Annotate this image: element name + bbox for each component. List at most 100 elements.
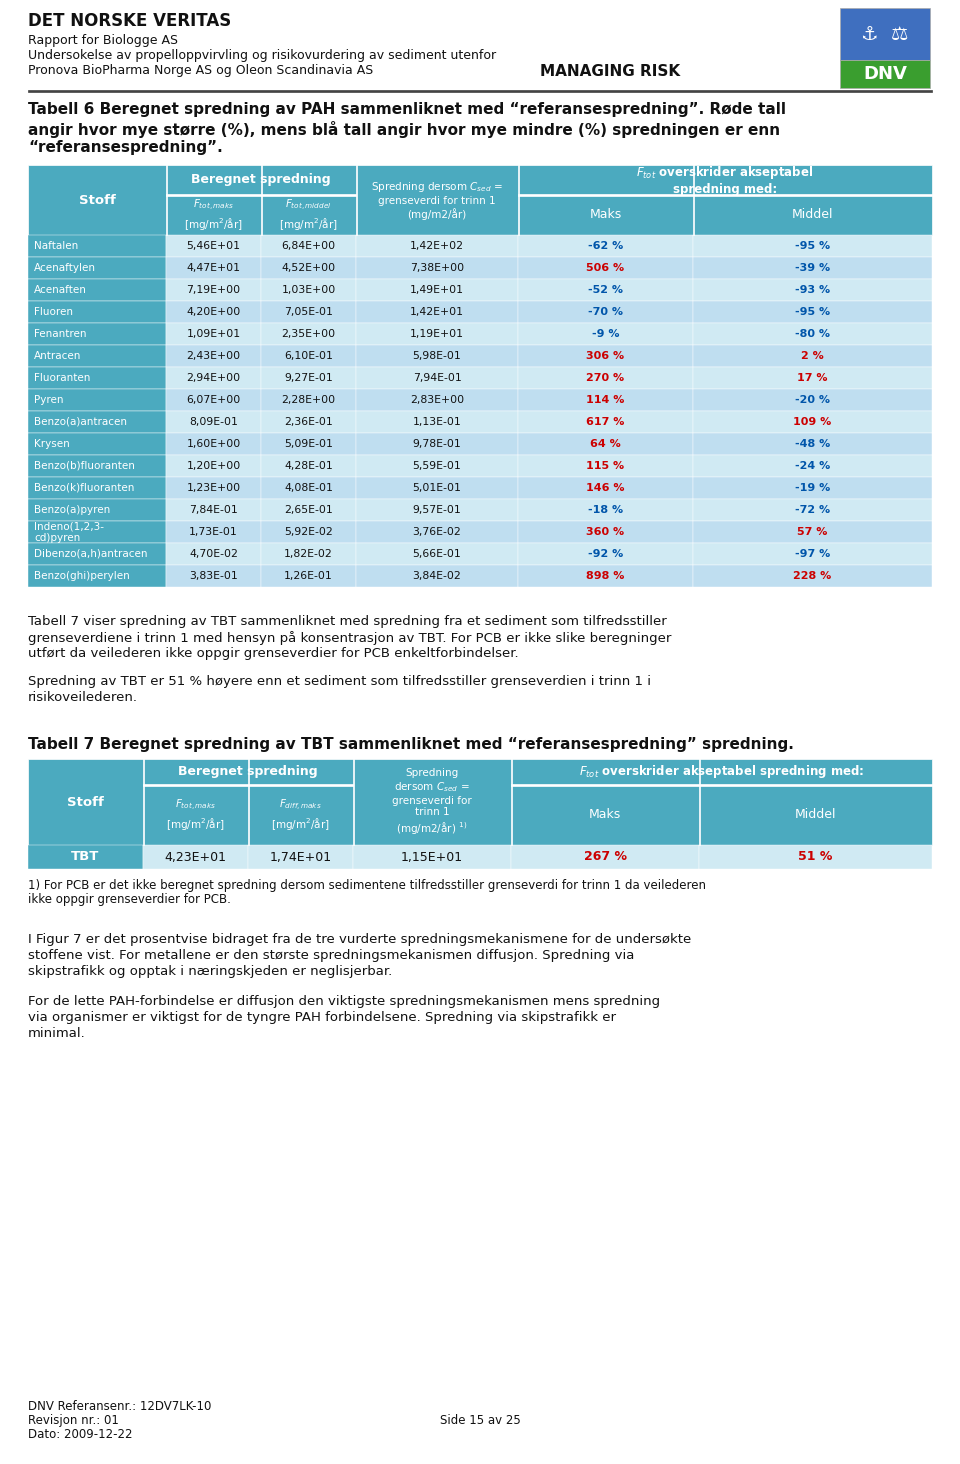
Bar <box>518 455 693 477</box>
Text: -52 %: -52 % <box>588 285 623 296</box>
Text: 5,98E-01: 5,98E-01 <box>413 351 462 362</box>
Text: risikoveilederen.: risikoveilederen. <box>28 691 138 704</box>
Text: 270 %: 270 % <box>587 373 625 384</box>
Bar <box>28 302 166 324</box>
Text: grenseverdiene i trinn 1 med hensyn på konsentrasjon av TBT. For PCB er ikke sli: grenseverdiene i trinn 1 med hensyn på k… <box>28 631 671 646</box>
Bar <box>356 302 518 324</box>
Bar <box>166 302 261 324</box>
Text: Stoff: Stoff <box>79 193 115 206</box>
Bar <box>261 499 356 521</box>
Bar <box>28 258 166 280</box>
Text: 5,92E-02: 5,92E-02 <box>284 527 333 537</box>
Text: minimal.: minimal. <box>28 1028 85 1039</box>
Bar <box>518 302 693 324</box>
Text: utført da veilederen ikke oppgir grenseverdier for PCB enkeltforbindelser.: utført da veilederen ikke oppgir grensev… <box>28 647 518 660</box>
Text: 2 %: 2 % <box>802 351 824 362</box>
Bar <box>261 455 356 477</box>
Bar <box>166 258 261 280</box>
Text: TBT: TBT <box>71 851 100 864</box>
Text: 2,35E+00: 2,35E+00 <box>281 329 336 340</box>
Bar <box>518 543 693 565</box>
Bar <box>261 258 356 280</box>
Text: 898 %: 898 % <box>587 571 625 581</box>
Text: -48 %: -48 % <box>795 439 830 449</box>
Bar <box>28 389 166 411</box>
Text: Beregnet spredning: Beregnet spredning <box>191 174 331 186</box>
Bar <box>28 346 166 367</box>
Bar <box>248 845 353 870</box>
Text: 2,83E+00: 2,83E+00 <box>410 395 464 406</box>
Bar <box>166 433 261 455</box>
Text: Side 15 av 25: Side 15 av 25 <box>440 1414 520 1427</box>
Text: -95 %: -95 % <box>795 307 830 318</box>
Bar <box>693 324 932 346</box>
Bar <box>356 367 518 389</box>
Text: 4,20E+00: 4,20E+00 <box>186 307 241 318</box>
Bar <box>518 565 693 587</box>
Text: Fluoranten: Fluoranten <box>34 373 90 384</box>
Bar <box>693 543 932 565</box>
Text: $F_{diff, maks}$
[mg/m$^{2}$/år]: $F_{diff, maks}$ [mg/m$^{2}$/år] <box>271 798 330 832</box>
Text: 2,43E+00: 2,43E+00 <box>186 351 241 362</box>
Text: 6,10E-01: 6,10E-01 <box>284 351 333 362</box>
Text: -19 %: -19 % <box>795 483 830 493</box>
Text: 8,09E-01: 8,09E-01 <box>189 417 238 427</box>
Text: Benzo(a)pyren: Benzo(a)pyren <box>34 505 110 515</box>
Bar <box>28 324 166 346</box>
Bar <box>261 477 356 499</box>
Bar <box>840 60 930 88</box>
Bar <box>693 477 932 499</box>
Bar <box>261 389 356 411</box>
Text: Benzo(ghi)perylen: Benzo(ghi)perylen <box>34 571 130 581</box>
Text: Middel: Middel <box>795 808 836 821</box>
Text: Benzo(b)fluoranten: Benzo(b)fluoranten <box>34 461 134 471</box>
Bar <box>166 195 356 196</box>
Bar <box>28 433 166 455</box>
Text: Dibenzo(a,h)antracen: Dibenzo(a,h)antracen <box>34 549 148 559</box>
Bar <box>28 565 166 587</box>
Text: Pyren: Pyren <box>34 395 63 406</box>
Text: 1,23E+00: 1,23E+00 <box>186 483 241 493</box>
Text: “referansespredning”.: “referansespredning”. <box>28 141 223 155</box>
Bar <box>356 346 518 367</box>
Text: 17 %: 17 % <box>797 373 828 384</box>
Text: 4,28E-01: 4,28E-01 <box>284 461 333 471</box>
Bar <box>166 367 261 389</box>
Text: skipstrafikk og opptak i næringskjeden er neglisjerbar.: skipstrafikk og opptak i næringskjeden e… <box>28 965 393 978</box>
Text: 4,70E-02: 4,70E-02 <box>189 549 238 559</box>
Text: -24 %: -24 % <box>795 461 830 471</box>
Text: 64 %: 64 % <box>590 439 621 449</box>
Text: 4,47E+01: 4,47E+01 <box>186 264 241 272</box>
Text: -70 %: -70 % <box>588 307 623 318</box>
Text: 2,65E-01: 2,65E-01 <box>284 505 333 515</box>
Text: $F_{tot}$ overskrider akseptabel
spredning med:: $F_{tot}$ overskrider akseptabel spredni… <box>636 164 813 196</box>
Text: -39 %: -39 % <box>795 264 830 272</box>
Text: DET NORSKE VERITAS: DET NORSKE VERITAS <box>28 12 231 29</box>
Text: 5,59E-01: 5,59E-01 <box>413 461 462 471</box>
Text: -95 %: -95 % <box>795 242 830 250</box>
Text: Fenantren: Fenantren <box>34 329 86 340</box>
Bar <box>518 324 693 346</box>
Text: 1,60E+00: 1,60E+00 <box>186 439 241 449</box>
Text: 306 %: 306 % <box>587 351 625 362</box>
Text: 7,94E-01: 7,94E-01 <box>413 373 462 384</box>
Bar <box>261 324 356 346</box>
Text: 9,57E-01: 9,57E-01 <box>413 505 462 515</box>
Bar <box>28 499 166 521</box>
Text: DNV Referansenr.: 12DV7LK-10: DNV Referansenr.: 12DV7LK-10 <box>28 1400 211 1413</box>
Text: 6,84E+00: 6,84E+00 <box>281 242 336 250</box>
Text: 267 %: 267 % <box>584 851 627 864</box>
Text: 115 %: 115 % <box>587 461 625 471</box>
Text: 506 %: 506 % <box>587 264 625 272</box>
Text: $F_{tot, maks}$
[mg/m$^{2}$/år]: $F_{tot, maks}$ [mg/m$^{2}$/år] <box>166 798 225 832</box>
Text: Indeno(1,2,3-
cd)pyren: Indeno(1,2,3- cd)pyren <box>34 521 104 543</box>
Text: 5,09E-01: 5,09E-01 <box>284 439 333 449</box>
Text: Pronova BioPharma Norge AS og Oleon Scandinavia AS: Pronova BioPharma Norge AS og Oleon Scan… <box>28 64 373 78</box>
Text: 57 %: 57 % <box>798 527 828 537</box>
Bar <box>518 367 693 389</box>
Bar <box>28 521 166 543</box>
Bar <box>356 236 518 258</box>
Text: Krysen: Krysen <box>34 439 70 449</box>
Bar <box>356 477 518 499</box>
Text: via organismer er viktigst for de tyngre PAH forbindelsene. Spredning via skipst: via organismer er viktigst for de tyngre… <box>28 1012 616 1023</box>
